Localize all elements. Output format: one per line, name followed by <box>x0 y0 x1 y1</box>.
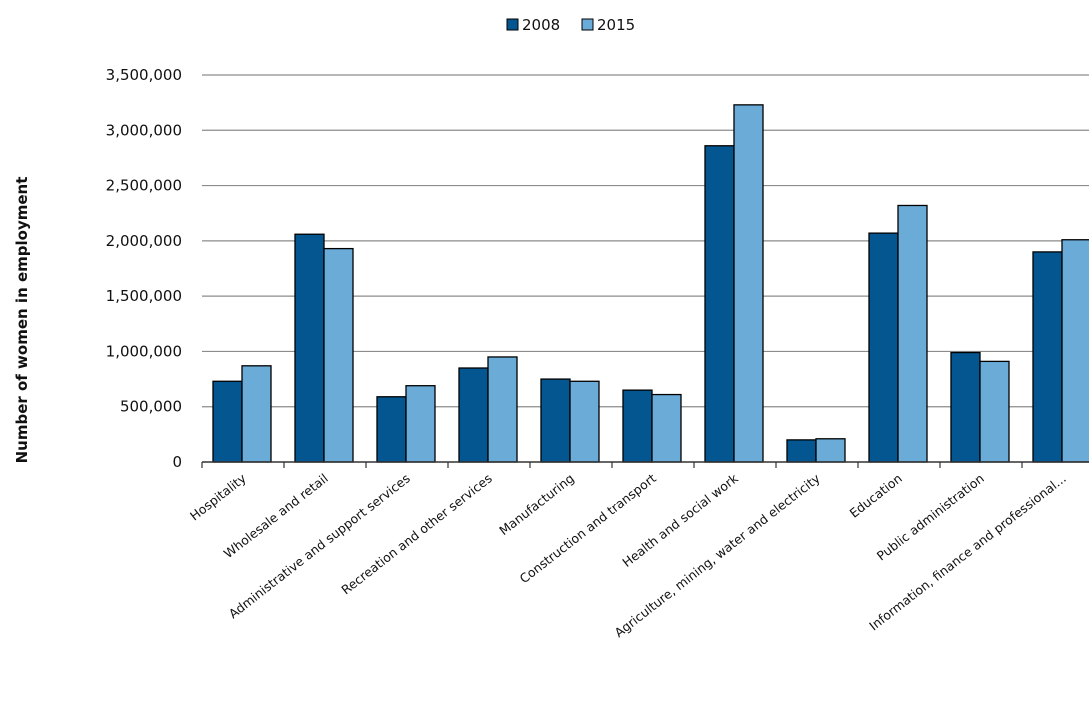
bar-2008 <box>294 233 325 463</box>
bar-2015 <box>1061 239 1089 463</box>
x-category-label: Recreation and other services <box>338 471 494 598</box>
bar-2015 <box>651 393 682 463</box>
y-tick-label: 3,000,000 <box>106 121 182 139</box>
bar-2008 <box>786 439 817 463</box>
bar-2015 <box>733 104 764 463</box>
bar-2015 <box>487 356 518 463</box>
x-category-label: Construction and transport <box>517 470 659 586</box>
x-category-label: Administrative and support services <box>226 471 413 622</box>
bar-2008 <box>376 396 407 463</box>
bar-2015 <box>323 247 354 463</box>
legend-label-2008: 2008 <box>522 16 560 34</box>
bar-2015 <box>569 380 600 463</box>
x-category-label: Hospitality <box>187 470 249 523</box>
bar-2008 <box>704 145 735 463</box>
bar-2008 <box>868 232 899 463</box>
bar-2015 <box>815 438 846 463</box>
legend-swatch-2008 <box>506 18 519 31</box>
bar-2015 <box>897 204 928 463</box>
bar-2015 <box>405 385 436 463</box>
bars <box>212 104 1089 463</box>
bar-2015 <box>241 365 272 463</box>
y-axis-ticks: 0 500,000 1,000,000 1,500,000 2,000,000 2,500… <box>106 66 182 471</box>
x-category-label: Manufacturing <box>496 471 577 539</box>
bar-2008 <box>950 351 981 463</box>
bar-2008 <box>212 380 243 463</box>
bar-2008 <box>622 389 653 463</box>
y-tick-label: 2,500,000 <box>106 177 182 195</box>
y-axis-title: Number of women in employment <box>13 177 31 464</box>
bar-2008 <box>1032 251 1063 463</box>
x-axis <box>201 461 1089 468</box>
y-tick-label: 1,000,000 <box>106 342 182 360</box>
bar-2008 <box>540 378 571 463</box>
bar-2015 <box>979 360 1010 463</box>
legend-label-2015: 2015 <box>597 16 635 34</box>
bar-2008 <box>458 367 489 463</box>
y-tick-label: 1,500,000 <box>106 287 182 305</box>
y-tick-label: 2,000,000 <box>106 232 182 250</box>
chart-legend: 2008 2015 <box>506 16 635 34</box>
y-tick-label: 500,000 <box>120 398 182 416</box>
x-category-label: Education <box>847 471 905 521</box>
legend-swatch-2015 <box>581 18 594 31</box>
y-tick-label: 3,500,000 <box>106 66 182 84</box>
y-tick-label: 0 <box>172 453 182 471</box>
